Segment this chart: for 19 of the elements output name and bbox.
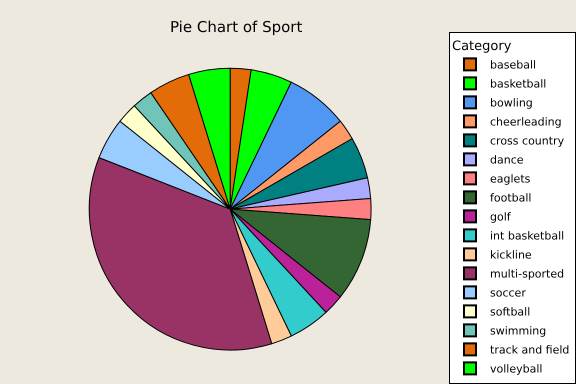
legend-label: swimming	[490, 324, 546, 338]
legend-label: track and field	[490, 344, 570, 357]
legend-label: multi-sported	[490, 268, 564, 281]
legend-label: softball	[490, 306, 530, 319]
legend-label: golf	[490, 210, 512, 224]
chart-title: Pie Chart of Sport	[170, 18, 302, 36]
legend-label: football	[490, 192, 532, 205]
legend-label: int basketball	[490, 230, 564, 243]
legend-label: kickline	[490, 248, 532, 262]
legend-label: baseball	[490, 58, 536, 72]
legend-label: cheerleading	[490, 116, 562, 129]
legend-label: dance	[490, 154, 524, 167]
legend-label: basketball	[490, 78, 546, 91]
legend-title: Category	[452, 38, 512, 54]
legend-label: volleyball	[490, 362, 542, 376]
legend-label: eaglets	[490, 172, 531, 186]
legend-label: soccer	[490, 286, 526, 300]
legend-label: bowling	[490, 96, 533, 110]
legend-label: cross country	[490, 134, 565, 148]
